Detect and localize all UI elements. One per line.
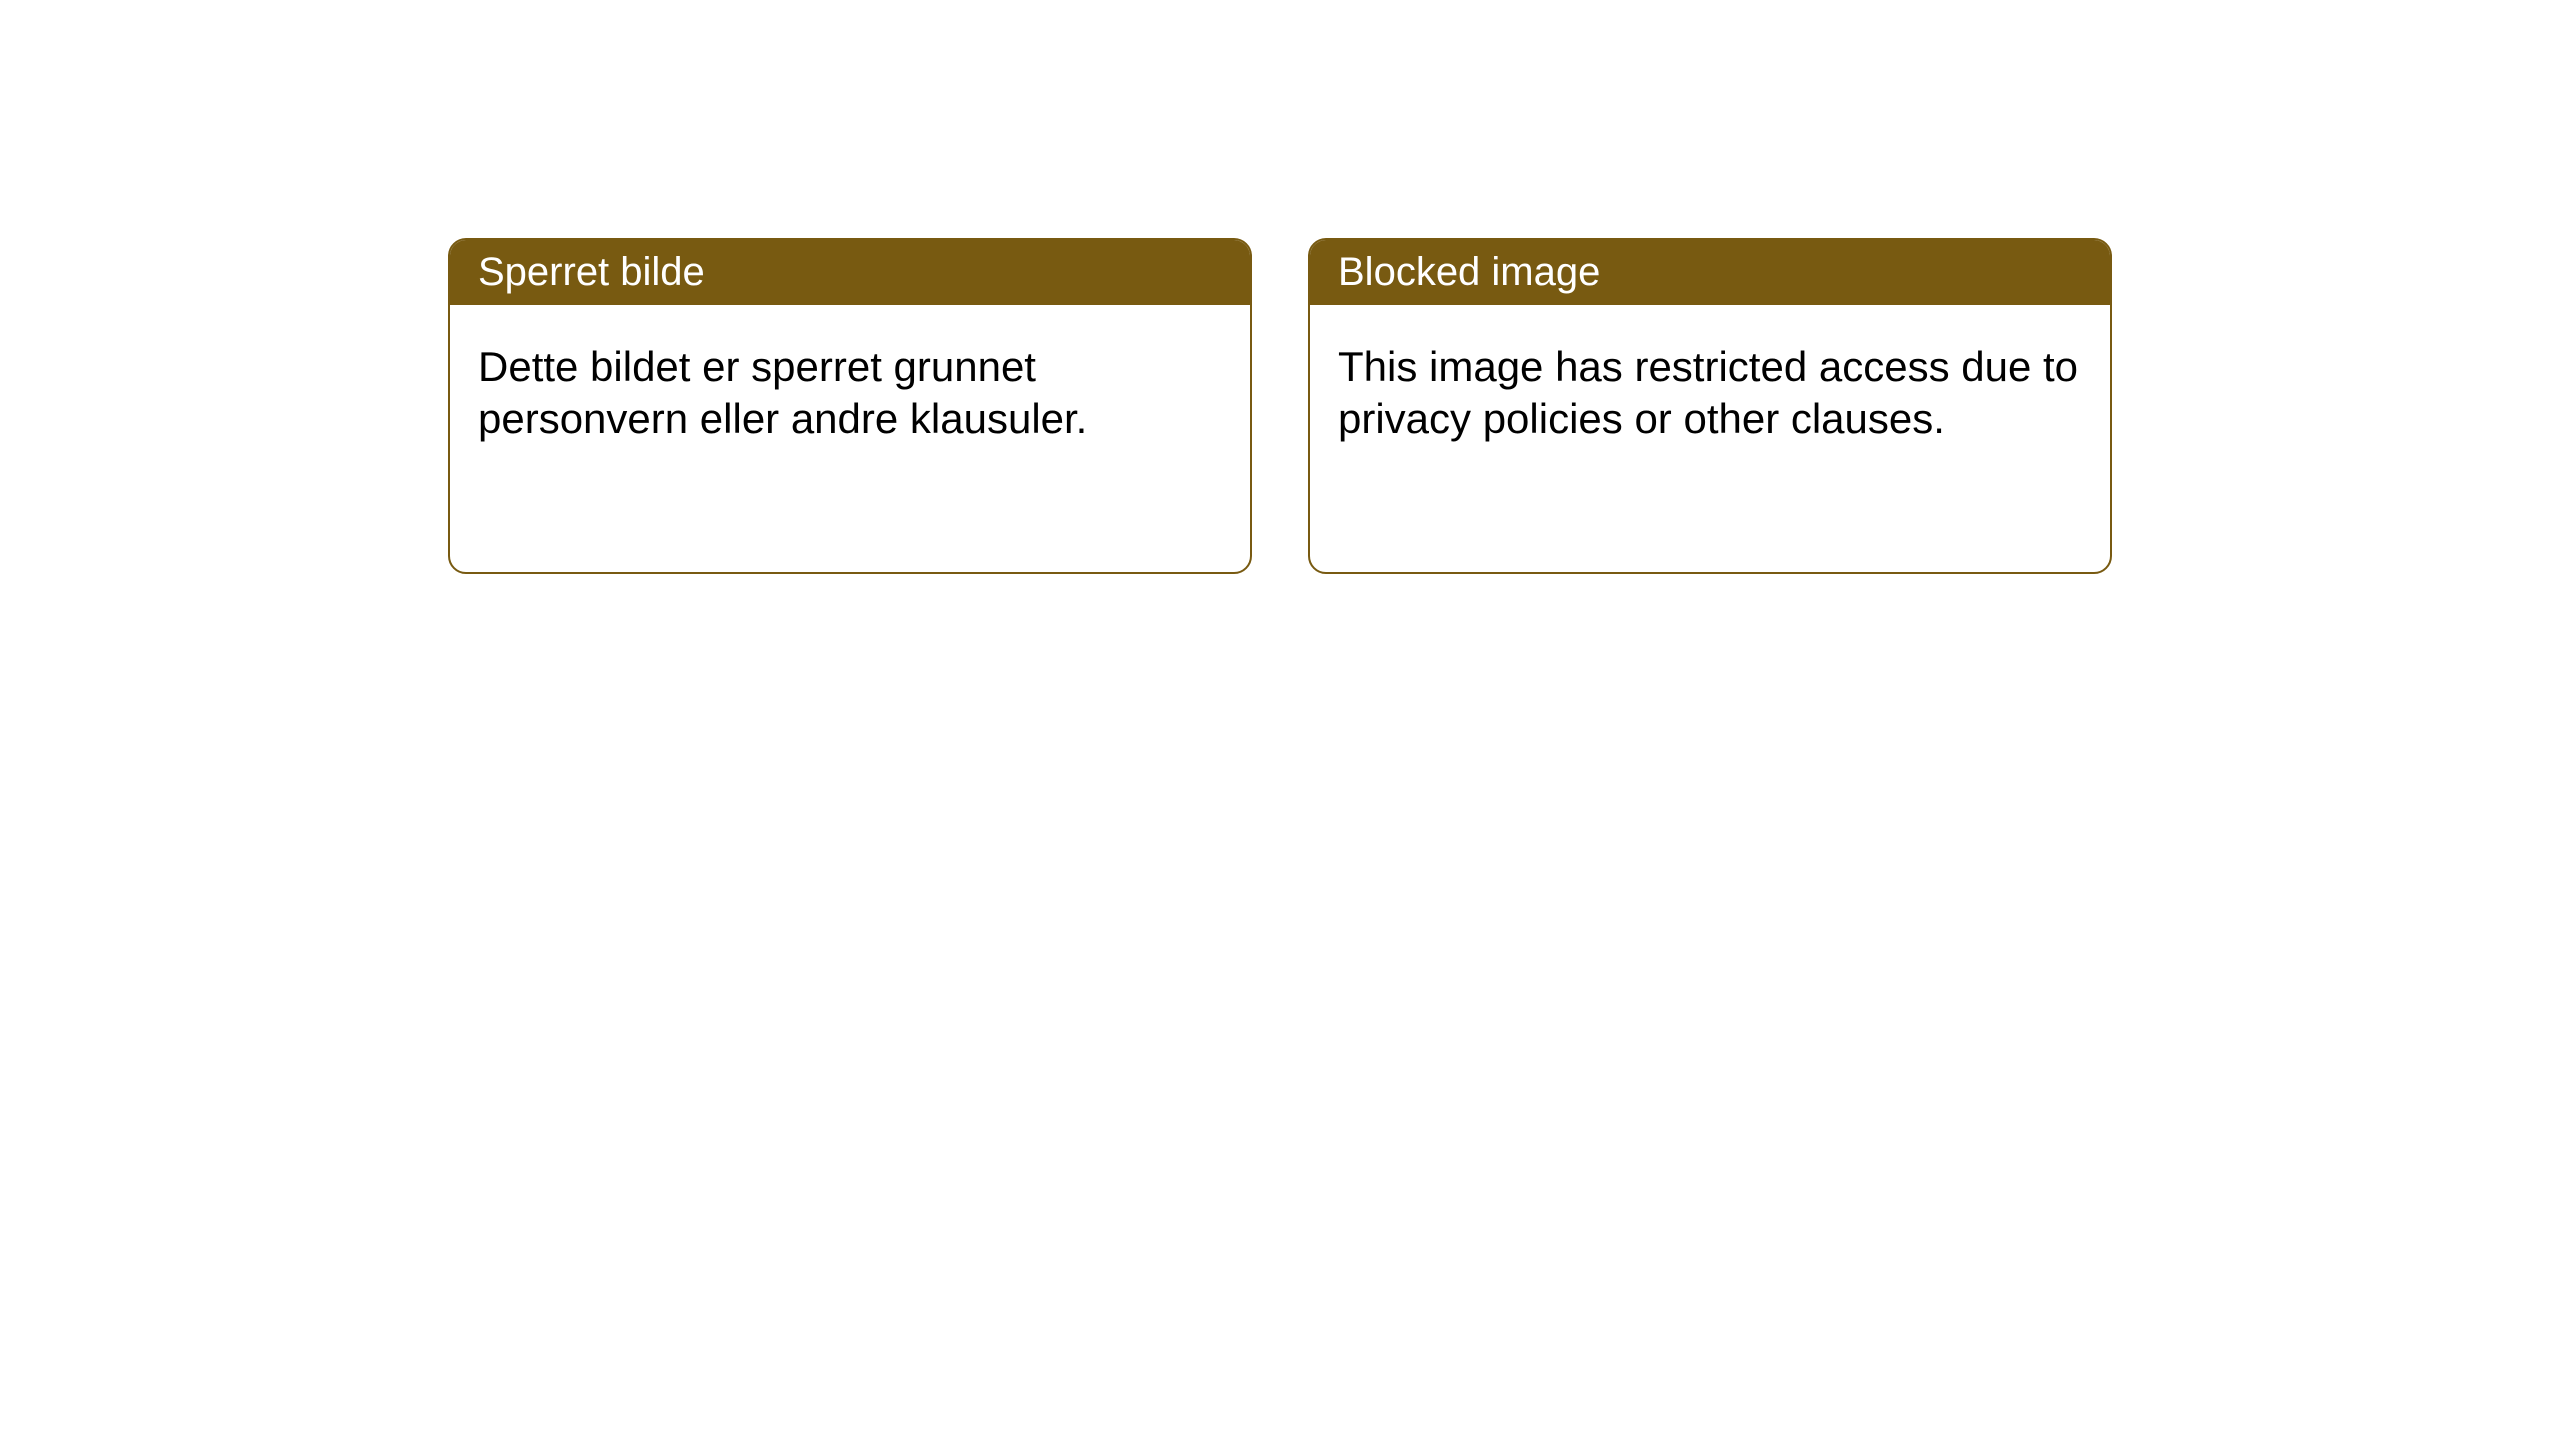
card-header: Blocked image xyxy=(1310,240,2110,305)
card-title: Sperret bilde xyxy=(478,250,705,294)
card-body-text: This image has restricted access due to … xyxy=(1338,343,2078,442)
card-header: Sperret bilde xyxy=(450,240,1250,305)
notice-card-english: Blocked image This image has restricted … xyxy=(1308,238,2112,574)
notice-card-norwegian: Sperret bilde Dette bildet er sperret gr… xyxy=(448,238,1252,574)
card-body: This image has restricted access due to … xyxy=(1310,305,2110,481)
card-title: Blocked image xyxy=(1338,250,1600,294)
card-body-text: Dette bildet er sperret grunnet personve… xyxy=(478,343,1087,442)
card-body: Dette bildet er sperret grunnet personve… xyxy=(450,305,1250,481)
notice-cards-container: Sperret bilde Dette bildet er sperret gr… xyxy=(0,0,2560,574)
